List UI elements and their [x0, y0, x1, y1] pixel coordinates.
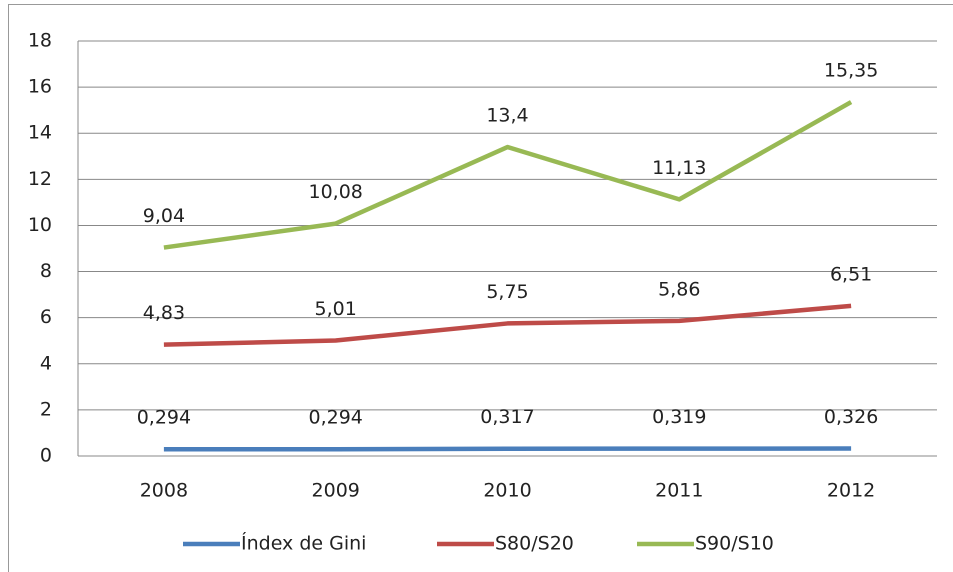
data-label: 0,326 [824, 406, 878, 428]
chart-border [8, 4, 953, 572]
y-tick-label: 12 [28, 168, 52, 190]
data-label: 0,319 [652, 406, 706, 428]
y-tick-label: 18 [28, 30, 52, 52]
series-line [163, 446, 852, 452]
data-label: 0,317 [480, 406, 534, 428]
data-label: 15,35 [824, 60, 878, 82]
y-tick-label: 2 [40, 398, 52, 420]
data-label: 11,13 [652, 157, 706, 179]
data-label: 5,75 [486, 281, 528, 303]
data-label: 4,83 [143, 302, 185, 324]
data-label: 5,01 [315, 298, 357, 320]
y-tick-label: 8 [40, 260, 52, 282]
y-tick-label: 6 [40, 306, 52, 328]
x-tick-label: 2012 [827, 480, 875, 502]
y-tick-label: 4 [40, 352, 52, 374]
y-tick-label: 16 [28, 76, 52, 98]
data-label: 0,294 [137, 407, 191, 429]
x-tick-label: 2008 [140, 480, 188, 502]
data-label: 6,51 [830, 263, 872, 285]
data-label: 13,4 [486, 105, 528, 127]
data-label: 0,294 [308, 407, 362, 429]
legend-label: S80/S20 [495, 533, 574, 555]
x-tick-label: 2011 [655, 480, 703, 502]
data-label: 10,08 [308, 181, 362, 203]
legend-label: Índex de Gini [241, 532, 366, 555]
x-tick-label: 2010 [483, 480, 531, 502]
y-tick-label: 10 [28, 214, 52, 236]
series-line [163, 100, 853, 250]
data-label: 9,04 [143, 205, 185, 227]
series-line [163, 303, 852, 347]
y-tick-label: 14 [28, 122, 52, 144]
legend-label: S90/S10 [695, 533, 774, 555]
y-tick-label: 0 [40, 445, 52, 467]
data-label: 5,86 [658, 278, 700, 300]
x-tick-label: 2009 [312, 480, 360, 502]
